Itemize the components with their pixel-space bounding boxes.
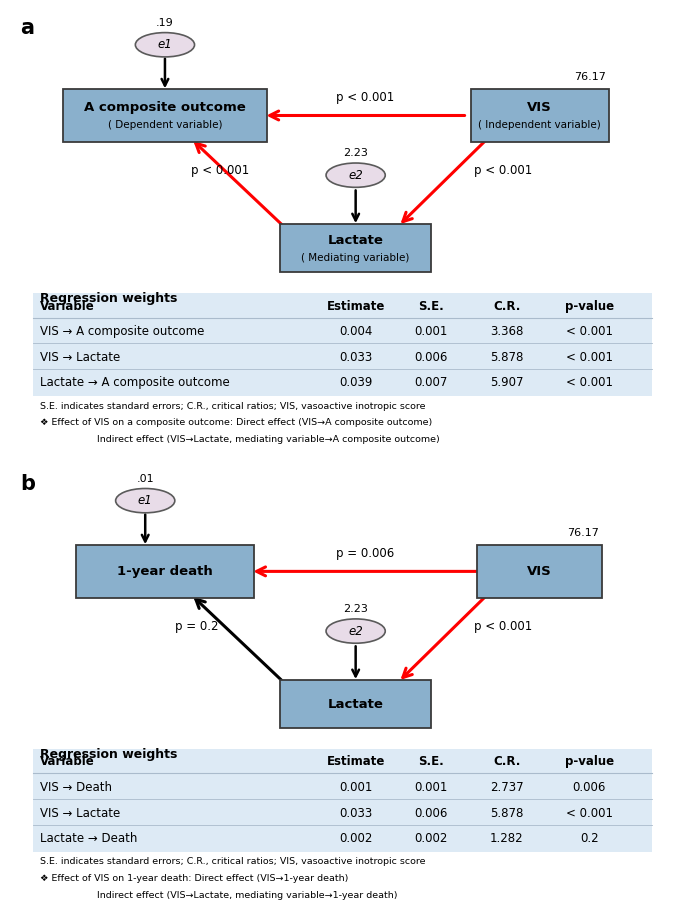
Text: e1: e1	[138, 495, 153, 507]
Text: VIS: VIS	[527, 101, 552, 114]
Text: Regression weights: Regression weights	[40, 292, 177, 306]
Text: ❖ Effect of VIS on 1-year death: Direct effect (VIS→1-year death): ❖ Effect of VIS on 1-year death: Direct …	[40, 874, 349, 883]
Text: 0.002: 0.002	[414, 833, 448, 845]
Text: 0.001: 0.001	[414, 781, 448, 794]
Text: S.E.: S.E.	[419, 299, 444, 312]
Text: 0.001: 0.001	[414, 325, 448, 338]
Text: p < 0.001: p < 0.001	[474, 164, 532, 178]
Text: VIS → A composite outcome: VIS → A composite outcome	[40, 325, 204, 338]
Text: Regression weights: Regression weights	[40, 748, 177, 762]
Text: S.E. indicates standard errors; C.R., critical ratios; VIS, vasoactive inotropic: S.E. indicates standard errors; C.R., cr…	[40, 857, 425, 867]
Text: Estimate: Estimate	[327, 299, 385, 312]
Text: 5.907: 5.907	[490, 377, 523, 390]
Text: 0.033: 0.033	[339, 351, 372, 364]
Text: A composite outcome: A composite outcome	[84, 101, 246, 114]
Text: e2: e2	[348, 624, 363, 637]
FancyBboxPatch shape	[280, 680, 432, 729]
Text: p < 0.001: p < 0.001	[474, 620, 532, 634]
Text: b: b	[21, 474, 35, 495]
Text: Lactate → A composite outcome: Lactate → A composite outcome	[40, 377, 229, 390]
Text: 0.2: 0.2	[580, 833, 599, 845]
Text: C.R.: C.R.	[493, 755, 521, 768]
Text: p < 0.001: p < 0.001	[336, 91, 395, 104]
Text: 1-year death: 1-year death	[117, 565, 213, 577]
Text: e1: e1	[158, 39, 173, 52]
FancyBboxPatch shape	[471, 89, 609, 142]
Text: S.E.: S.E.	[419, 755, 444, 768]
Ellipse shape	[326, 619, 385, 643]
Text: 5.878: 5.878	[490, 807, 523, 820]
Text: Estimate: Estimate	[327, 755, 385, 768]
Text: 2.23: 2.23	[343, 148, 368, 158]
Text: ( Mediating variable): ( Mediating variable)	[301, 253, 410, 262]
Text: 3.368: 3.368	[490, 325, 523, 338]
Text: 1.282: 1.282	[490, 833, 524, 845]
Text: p-value: p-value	[564, 755, 614, 768]
Text: Variable: Variable	[40, 755, 95, 768]
Text: 0.007: 0.007	[414, 377, 448, 390]
Text: e2: e2	[348, 169, 363, 181]
Text: < 0.001: < 0.001	[566, 351, 612, 364]
Text: 0.006: 0.006	[414, 351, 448, 364]
Text: .01: .01	[136, 474, 154, 484]
Text: Indirect effect (VIS→Lactate, mediating variable→A composite outcome): Indirect effect (VIS→Lactate, mediating …	[40, 435, 440, 444]
Text: Lactate: Lactate	[327, 234, 384, 247]
Text: p = 0.2: p = 0.2	[175, 620, 219, 634]
Text: .19: .19	[156, 18, 174, 28]
Text: C.R.: C.R.	[493, 299, 521, 312]
Text: Variable: Variable	[40, 299, 95, 312]
Text: 0.004: 0.004	[339, 325, 373, 338]
Text: a: a	[21, 18, 34, 39]
Text: VIS: VIS	[527, 565, 552, 577]
Text: VIS → Lactate: VIS → Lactate	[40, 807, 121, 820]
Ellipse shape	[136, 32, 195, 57]
Text: < 0.001: < 0.001	[566, 377, 612, 390]
FancyBboxPatch shape	[34, 293, 651, 396]
FancyBboxPatch shape	[477, 545, 602, 598]
FancyBboxPatch shape	[63, 89, 267, 142]
Text: < 0.001: < 0.001	[566, 807, 612, 820]
Text: Indirect effect (VIS→Lactate, mediating variable→1-year death): Indirect effect (VIS→Lactate, mediating …	[40, 891, 397, 900]
Text: 76.17: 76.17	[573, 73, 606, 82]
Text: 0.033: 0.033	[339, 807, 372, 820]
Text: ( Dependent variable): ( Dependent variable)	[108, 121, 222, 130]
Text: 0.001: 0.001	[339, 781, 373, 794]
Text: S.E. indicates standard errors; C.R., critical ratios; VIS, vasoactive inotropic: S.E. indicates standard errors; C.R., cr…	[40, 402, 425, 411]
Text: p < 0.001: p < 0.001	[191, 164, 249, 178]
Text: 0.006: 0.006	[414, 807, 448, 820]
Ellipse shape	[326, 163, 385, 187]
FancyBboxPatch shape	[76, 545, 253, 598]
Text: 2.23: 2.23	[343, 604, 368, 614]
Text: ❖ Effect of VIS on a composite outcome: Direct effect (VIS→A composite outcome): ❖ Effect of VIS on a composite outcome: …	[40, 418, 432, 427]
Text: 0.039: 0.039	[339, 377, 373, 390]
Text: p-value: p-value	[564, 299, 614, 312]
Text: VIS → Death: VIS → Death	[40, 781, 112, 794]
FancyBboxPatch shape	[34, 749, 651, 852]
Ellipse shape	[116, 488, 175, 513]
Text: 0.002: 0.002	[339, 833, 373, 845]
FancyBboxPatch shape	[280, 224, 432, 273]
Text: ( Independent variable): ( Independent variable)	[478, 121, 601, 130]
Text: VIS → Lactate: VIS → Lactate	[40, 351, 121, 364]
Text: 2.737: 2.737	[490, 781, 524, 794]
Text: Lactate: Lactate	[327, 697, 384, 710]
Text: 0.006: 0.006	[573, 781, 606, 794]
Text: 76.17: 76.17	[567, 529, 599, 538]
Text: p = 0.006: p = 0.006	[336, 547, 395, 560]
Text: < 0.001: < 0.001	[566, 325, 612, 338]
Text: Lactate → Death: Lactate → Death	[40, 833, 138, 845]
Text: 5.878: 5.878	[490, 351, 523, 364]
